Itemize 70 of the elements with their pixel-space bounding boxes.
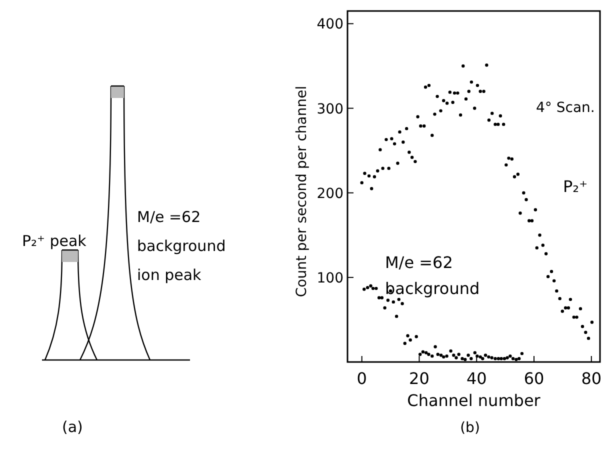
point xyxy=(400,302,404,306)
series-label: M/e =62 background xyxy=(385,253,480,298)
point xyxy=(506,356,509,360)
point xyxy=(439,354,443,357)
point xyxy=(434,345,437,348)
point xyxy=(508,354,512,358)
y-tick-label: 100 xyxy=(316,270,344,286)
x-tick-label: 80 xyxy=(581,369,602,388)
point xyxy=(502,357,506,360)
point xyxy=(414,335,418,338)
point xyxy=(397,298,400,302)
point xyxy=(369,284,372,288)
annotation: 4° Scan. xyxy=(536,100,595,116)
point xyxy=(406,334,410,338)
point xyxy=(436,352,440,356)
x-axis-title: Channel number xyxy=(407,391,541,410)
point xyxy=(371,286,375,290)
y-tick-label: 400 xyxy=(316,16,344,33)
point xyxy=(511,357,515,360)
point xyxy=(449,349,452,353)
text: M/e =62 background ion peak xyxy=(137,208,226,284)
point xyxy=(517,357,521,360)
point xyxy=(374,286,378,290)
x-tick-label: 60 xyxy=(524,369,544,388)
x-tick-label: 20 xyxy=(409,369,430,388)
point xyxy=(383,306,386,310)
x-tick-label: 40 xyxy=(466,369,487,388)
point xyxy=(478,355,482,359)
y-tick-label: 300 xyxy=(316,101,344,118)
point xyxy=(380,296,384,300)
point xyxy=(496,357,500,360)
point xyxy=(445,354,448,358)
point xyxy=(470,357,473,360)
point xyxy=(418,352,422,356)
point xyxy=(366,286,370,290)
point xyxy=(460,357,464,360)
point xyxy=(377,296,381,300)
point xyxy=(403,342,406,345)
point xyxy=(490,356,494,360)
point xyxy=(424,351,428,354)
text: (b) xyxy=(460,420,480,436)
point xyxy=(392,300,396,304)
text: (a) xyxy=(62,418,83,436)
point xyxy=(481,357,484,360)
point xyxy=(457,352,460,356)
y-tick-label: 200 xyxy=(316,186,344,202)
point xyxy=(466,354,470,357)
point xyxy=(464,358,467,362)
text: P₂⁺ peak xyxy=(22,232,87,250)
point xyxy=(473,351,476,354)
point xyxy=(452,354,456,357)
point xyxy=(430,354,434,358)
series-label: P₂⁺ xyxy=(563,177,588,196)
point xyxy=(500,357,503,360)
y-axis-title: Count per second per channel xyxy=(294,86,310,298)
point xyxy=(408,338,412,342)
point xyxy=(386,298,390,302)
point xyxy=(394,314,398,318)
point xyxy=(476,354,479,358)
point xyxy=(454,356,458,360)
point xyxy=(421,350,425,354)
point xyxy=(494,357,497,360)
point xyxy=(484,354,488,357)
point xyxy=(442,355,446,359)
point xyxy=(487,355,490,359)
point xyxy=(362,288,366,291)
point xyxy=(427,352,430,356)
point xyxy=(520,352,524,356)
point xyxy=(514,358,518,362)
x-tick-label: 0 xyxy=(356,369,367,388)
